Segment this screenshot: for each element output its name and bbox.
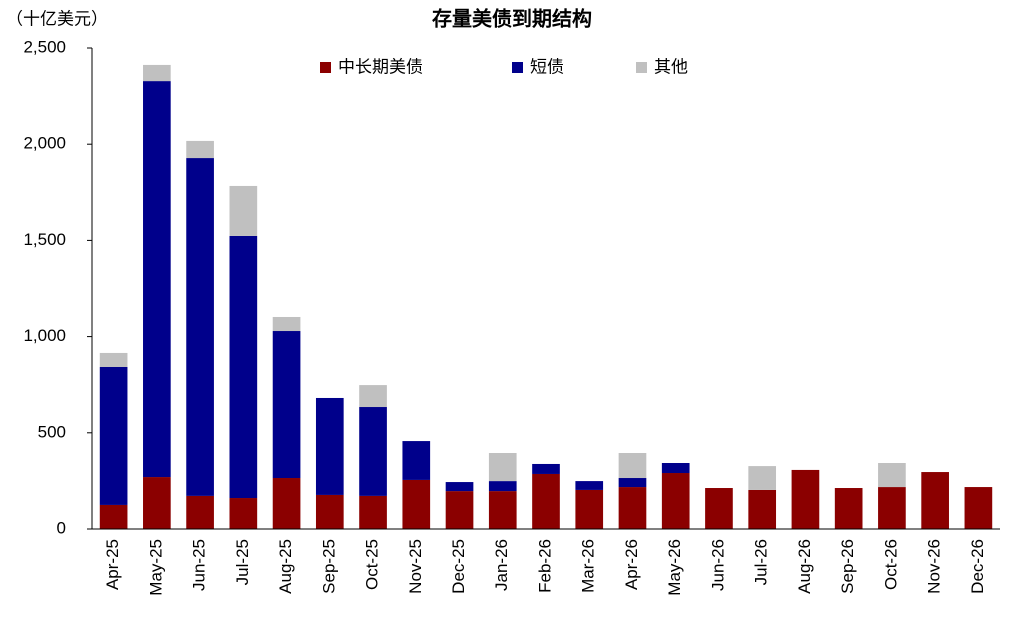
bar-segment (834, 488, 863, 529)
x-tick-label: Oct-25 (363, 539, 382, 590)
bar-segment (99, 366, 128, 505)
bar-segment (878, 487, 906, 529)
bar-segment (618, 487, 647, 529)
bar-segment (186, 495, 214, 529)
bar-segment (359, 495, 387, 529)
bar-segment (186, 140, 214, 159)
chart-title: 存量美债到期结构 (432, 6, 592, 30)
y-tick-label: 1,500 (23, 230, 66, 249)
bar-segment (618, 478, 647, 488)
bar-segment (445, 482, 474, 492)
x-tick-label: Sep-26 (838, 539, 857, 594)
bar-segment (964, 487, 993, 529)
y-tick-label: 0 (57, 518, 66, 537)
bar-segment (661, 473, 690, 529)
bar-segment (272, 331, 301, 479)
bar-segment (272, 478, 301, 529)
bar-segment (359, 407, 387, 496)
bar-segment (488, 491, 517, 529)
legend-label: 短债 (530, 57, 564, 76)
x-tick-label: Nov-25 (406, 539, 425, 594)
bar-segment (229, 185, 258, 236)
bar-segment (532, 463, 560, 474)
bar-segment (99, 352, 128, 367)
bar-segment (445, 491, 474, 529)
bar-segment (748, 489, 777, 529)
bar-segment (488, 453, 517, 482)
legend-label: 中长期美债 (338, 57, 423, 76)
bar-segment (315, 494, 344, 529)
bar-segment (791, 469, 820, 529)
x-tick-label: Mar-26 (579, 539, 598, 593)
bar-segment (229, 498, 258, 529)
bar-segment (748, 466, 777, 490)
x-tick-label: Aug-25 (276, 539, 295, 594)
x-tick-label: Oct-26 (881, 539, 900, 590)
bar-segment (359, 385, 387, 408)
bar-segment (402, 479, 431, 529)
x-tick-label: Feb-26 (535, 539, 554, 593)
x-tick-label: Jun-26 (708, 539, 727, 591)
x-tick-label: May-25 (146, 539, 165, 596)
x-tick-label: Sep-25 (319, 539, 338, 594)
x-tick-label: Dec-25 (449, 539, 468, 594)
x-tick-label: Aug-26 (795, 539, 814, 594)
bar-segment (229, 235, 258, 499)
y-tick-label: 500 (38, 422, 66, 441)
bar-segment (921, 472, 949, 529)
legend-swatch (636, 62, 647, 73)
legend-label: 其他 (654, 57, 688, 76)
x-tick-label: Jul-26 (752, 539, 771, 585)
x-tick-label: Jan-26 (492, 539, 511, 591)
bar-segment (99, 504, 128, 529)
bar-segment (878, 463, 906, 488)
bar-segment (575, 489, 604, 529)
bar-segment (618, 453, 647, 479)
y-axis-label: （十亿美元） (6, 9, 108, 28)
y-tick-label: 2,000 (23, 134, 66, 153)
bar-segment (575, 481, 604, 490)
bar-segment (143, 477, 171, 529)
x-tick-label: Jul-25 (233, 539, 252, 585)
bar-segment (315, 397, 344, 495)
legend-swatch (512, 62, 523, 73)
bar-segment (272, 316, 301, 332)
x-tick-label: Apr-25 (103, 539, 122, 590)
x-tick-label: Nov-26 (925, 539, 944, 594)
bar-segment (143, 81, 171, 478)
x-tick-label: Dec-26 (968, 539, 987, 594)
y-tick-label: 1,000 (23, 326, 66, 345)
bar-segment (402, 441, 431, 480)
x-tick-label: Apr-26 (622, 539, 641, 590)
legend-swatch (320, 62, 331, 73)
y-tick-label: 2,500 (23, 37, 66, 56)
x-tick-label: Jun-25 (190, 539, 209, 591)
bar-segment (488, 481, 517, 492)
bar-segment (143, 64, 171, 82)
bar-segment (532, 473, 560, 529)
bar-segment (661, 463, 690, 474)
bar-segment (705, 488, 733, 529)
bar-segment (186, 158, 214, 496)
x-tick-label: May-26 (665, 539, 684, 596)
